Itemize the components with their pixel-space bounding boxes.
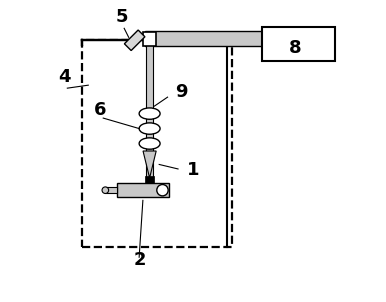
Bar <box>83 40 231 45</box>
Polygon shape <box>124 30 145 50</box>
Bar <box>146 39 153 187</box>
Bar <box>145 176 154 183</box>
Text: 4: 4 <box>58 68 71 86</box>
Text: 8: 8 <box>288 39 301 57</box>
Bar <box>143 32 156 46</box>
Polygon shape <box>143 151 156 178</box>
Bar <box>262 27 335 61</box>
Text: 6: 6 <box>94 101 107 119</box>
Bar <box>82 40 232 247</box>
Text: 2: 2 <box>133 251 146 269</box>
Text: 5: 5 <box>115 8 128 26</box>
Ellipse shape <box>139 123 160 134</box>
Bar <box>117 183 169 198</box>
Text: 9: 9 <box>175 83 188 101</box>
Ellipse shape <box>139 138 160 149</box>
Text: 1: 1 <box>187 161 200 179</box>
Circle shape <box>102 187 108 194</box>
Bar <box>145 31 266 46</box>
Bar <box>105 187 117 194</box>
Ellipse shape <box>139 108 160 119</box>
Circle shape <box>157 185 168 196</box>
